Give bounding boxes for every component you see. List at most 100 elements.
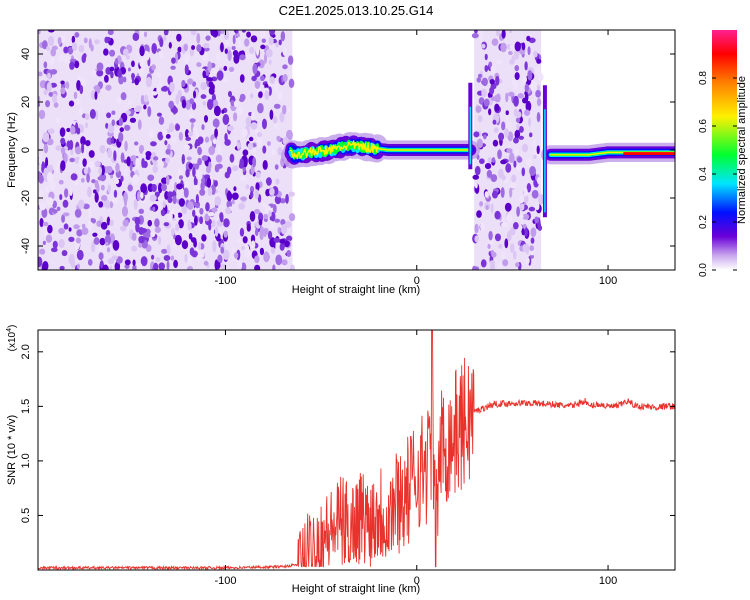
noise-speckle [173, 259, 178, 269]
noise-speckle [521, 228, 525, 236]
noise-speckle [142, 50, 150, 61]
noise-speckle [145, 76, 152, 88]
noise-speckle [176, 33, 182, 42]
noise-speckle [96, 220, 103, 228]
noise-speckle [245, 184, 250, 190]
noise-speckle [93, 85, 100, 91]
noise-speckle [171, 136, 177, 144]
noise-speckle [175, 94, 180, 105]
noise-speckle [264, 53, 268, 64]
noise-speckle [523, 187, 528, 197]
noise-speckle [156, 86, 160, 95]
noise-speckle [513, 49, 520, 60]
noise-speckle [124, 140, 128, 152]
noise-speckle [47, 224, 53, 234]
noise-speckle [262, 145, 267, 154]
noise-speckle [200, 94, 207, 99]
noise-speckle [249, 211, 256, 222]
noise-speckle [192, 167, 196, 178]
noise-speckle [222, 114, 230, 126]
noise-speckle [134, 146, 139, 151]
noise-speckle [78, 107, 84, 116]
colorbar-label: Normalized spectral amplitude [736, 76, 748, 224]
noise-speckle [247, 142, 254, 150]
noise-speckle [264, 83, 269, 90]
noise-speckle [242, 149, 249, 156]
noise-speckle [529, 254, 534, 259]
noise-speckle [52, 240, 58, 249]
noise-speckle [99, 144, 106, 154]
noise-speckle [118, 131, 124, 143]
noise-speckle [136, 191, 141, 201]
noise-speckle [38, 174, 44, 184]
noise-speckle [38, 71, 43, 77]
noise-speckle [201, 124, 205, 131]
noise-speckle [212, 118, 220, 128]
noise-speckle [524, 227, 528, 237]
noise-speckle [207, 186, 213, 196]
noise-speckle [279, 238, 286, 244]
noise-speckle [194, 163, 200, 170]
noise-speckle [114, 261, 121, 270]
noise-speckle [59, 127, 66, 138]
noise-speckle [251, 75, 257, 82]
noise-speckle [140, 191, 144, 199]
snr-ytick-label: 1.0 [20, 453, 32, 468]
noise-speckle [207, 211, 215, 217]
noise-speckle [216, 237, 221, 242]
noise-speckle [60, 137, 66, 145]
noise-speckle [183, 43, 188, 52]
noise-speckle [217, 144, 222, 155]
noise-speckle [494, 103, 500, 112]
noise-speckle [168, 122, 175, 132]
noise-speckle [259, 247, 265, 256]
noise-speckle [487, 244, 491, 250]
noise-speckle [125, 55, 130, 60]
noise-speckle [214, 128, 218, 138]
noise-speckle [140, 183, 147, 194]
noise-speckle [50, 247, 58, 253]
noise-speckle [38, 154, 43, 166]
noise-speckle [259, 226, 265, 237]
noise-speckle [256, 62, 261, 67]
noise-speckle [195, 223, 203, 231]
noise-speckle [127, 184, 133, 192]
noise-speckle [527, 46, 531, 56]
noise-speckle [496, 60, 503, 65]
noise-speckle [39, 217, 44, 228]
noise-speckle [526, 35, 531, 42]
noise-speckle [231, 192, 239, 200]
noise-speckle [264, 89, 270, 101]
noise-speckle [158, 116, 165, 125]
noise-speckle [181, 99, 187, 109]
noise-speckle [504, 202, 512, 212]
noise-speckle [272, 116, 278, 124]
noise-speckle [42, 40, 48, 50]
noise-speckle [281, 259, 288, 266]
noise-speckle [160, 209, 166, 217]
noise-speckle [52, 200, 58, 209]
noise-speckle [133, 198, 138, 210]
noise-speckle [263, 227, 267, 238]
noise-speckle [489, 260, 495, 265]
noise-speckle [527, 70, 533, 81]
noise-speckle [222, 78, 228, 83]
noise-speckle [529, 132, 533, 138]
noise-speckle [480, 259, 487, 268]
noise-speckle [530, 80, 538, 91]
noise-speckle [135, 157, 140, 168]
noise-speckle [113, 150, 117, 162]
noise-speckle [69, 188, 73, 197]
noise-speckle [272, 203, 277, 214]
noise-speckle [87, 186, 92, 198]
noise-speckle [115, 162, 120, 173]
noise-speckle [500, 42, 507, 53]
noise-speckle [75, 122, 79, 132]
noise-speckle [509, 187, 513, 198]
noise-speckle [100, 221, 108, 230]
noise-speckle [109, 233, 116, 245]
noise-speckle [45, 100, 51, 108]
noise-speckle [110, 71, 114, 79]
noise-speckle [110, 174, 114, 179]
noise-speckle [249, 46, 255, 54]
